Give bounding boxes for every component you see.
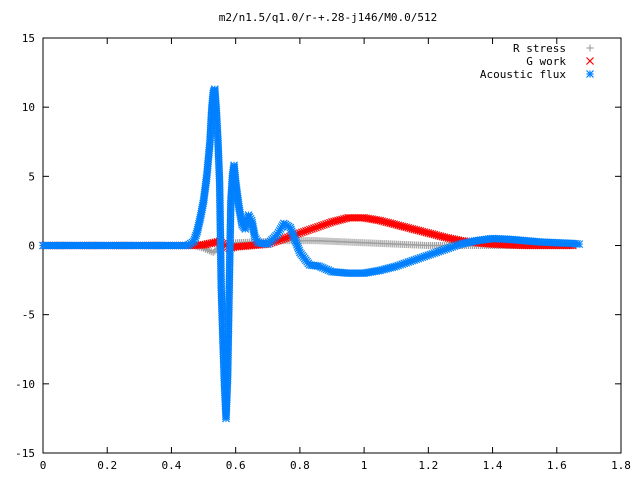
y-tick-label: -15 — [15, 447, 35, 460]
x-tick-label: 0.8 — [290, 459, 310, 472]
series-layer — [39, 85, 584, 423]
y-tick-label: 10 — [22, 101, 35, 114]
x-tick-label: 0.6 — [226, 459, 246, 472]
y-tick-label: 0 — [28, 240, 35, 253]
x-tick-label: 0.2 — [97, 459, 117, 472]
y-tick-label: 5 — [28, 170, 35, 183]
y-tick-label: 15 — [22, 32, 35, 45]
x-tick-label: 1 — [361, 459, 368, 472]
legend-marker — [586, 70, 594, 78]
y-tick-label: -5 — [22, 309, 35, 322]
x-tick-label: 1.2 — [418, 459, 438, 472]
legend-marker — [586, 57, 594, 65]
axis-ticks: 0 0.2 0.4 0.6 0.8 1 1.2 1.4 1.6 1.8 -15 -10 -5 0 5 10 15 — [15, 32, 631, 472]
x-tick-label: 1.4 — [483, 459, 503, 472]
x-tick-label: 1.8 — [611, 459, 631, 472]
x-tick-label: 0 — [40, 459, 47, 472]
legend-marker — [586, 44, 594, 52]
legend-label: R stress — [513, 42, 566, 55]
y-tick-label: -10 — [15, 378, 35, 391]
x-tick-label: 0.4 — [162, 459, 182, 472]
legend-label: G work — [526, 55, 566, 68]
x-tick-label: 1.6 — [547, 459, 567, 472]
chart-title: m2/n1.5/q1.0/r-+.28-j146/M0.0/512 — [219, 11, 438, 24]
legend-label: Acoustic flux — [480, 68, 566, 81]
data-point — [575, 240, 584, 249]
series-acoustic-flux — [39, 85, 584, 423]
